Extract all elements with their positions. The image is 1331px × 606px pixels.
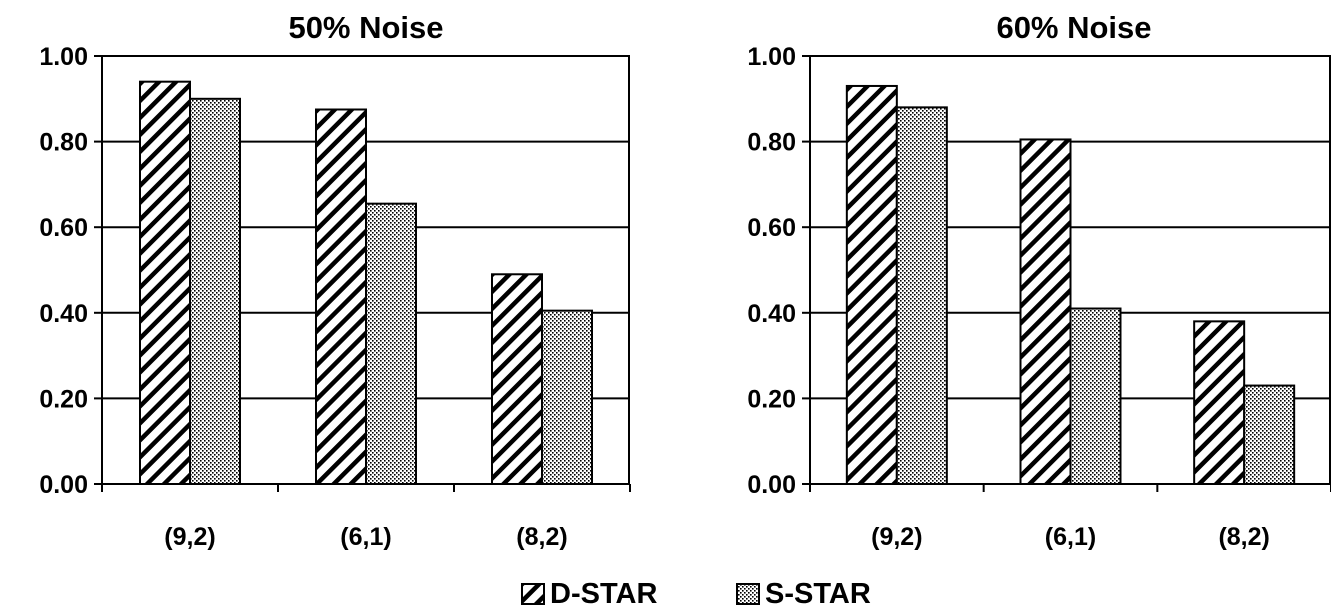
x-tick-label: (9,2) [871, 523, 922, 551]
x-tick-labels: (9,2) (6,1) (8,2) [164, 523, 567, 551]
bar-s-star [895, 106, 948, 486]
axes [94, 55, 631, 492]
y-tick-labels: 0.00 0.20 0.40 0.60 0.80 1.00 [747, 43, 796, 499]
bar-d-star [315, 108, 367, 485]
x-tick-label: (6,1) [340, 523, 391, 551]
axes [802, 55, 1331, 492]
bar-s-star [1243, 384, 1296, 485]
bar-d-star [845, 84, 898, 486]
chart-title: 50% Noise [288, 10, 443, 45]
bar-s-star [189, 97, 241, 486]
bar-d-star [1193, 320, 1246, 485]
y-tick-label: 0.80 [39, 129, 88, 157]
y-tick-label: 0.60 [39, 214, 88, 242]
y-tick-label: 0.40 [39, 300, 88, 328]
y-tick-label: 1.00 [39, 43, 88, 71]
x-tick-label: (9,2) [164, 523, 215, 551]
legend-label-s-star: S-STAR [765, 578, 871, 606]
y-tick-label: 0.00 [39, 471, 88, 499]
legend-swatch-s-star [736, 583, 760, 605]
x-tick-label: (6,1) [1045, 523, 1096, 551]
y-tick-label: 0.80 [747, 129, 796, 157]
bar-d-star [139, 80, 191, 486]
bar-s-star [365, 202, 417, 485]
bar-s-star [541, 309, 593, 485]
y-tick-label: 0.20 [747, 385, 796, 413]
chart-60-noise: 60% Noise 0.00 0.20 0.40 0.60 0.80 1.00 (9,2)… [747, 10, 1331, 551]
legend-item-s-star: S-STAR [736, 578, 871, 606]
bar-d-star [1019, 138, 1072, 486]
bar-s-star [1069, 307, 1122, 485]
legend-label-d-star: D-STAR [550, 578, 657, 606]
x-tick-label: (8,2) [1218, 523, 1269, 551]
bars [845, 84, 1296, 486]
legend-swatch-d-star [521, 583, 545, 605]
legend: D-STAR S-STAR [521, 578, 871, 606]
y-tick-label: 0.00 [747, 471, 796, 499]
y-tick-label: 0.40 [747, 300, 796, 328]
x-tick-label: (8,2) [516, 523, 567, 551]
y-tick-label: 1.00 [747, 43, 796, 71]
chart-title: 60% Noise [996, 10, 1151, 45]
bar-d-star [491, 273, 543, 485]
y-tick-labels: 0.00 0.20 0.40 0.60 0.80 1.00 [39, 43, 88, 499]
y-tick-label: 0.20 [39, 385, 88, 413]
bars [139, 80, 593, 486]
chart-50-noise: 50% Noise 0.00 0.20 0.40 0.60 0.80 1.00 (9,2)… [39, 10, 631, 551]
x-tick-labels: (9,2) (6,1) (8,2) [871, 523, 1270, 551]
y-tick-label: 0.60 [747, 214, 796, 242]
legend-item-d-star: D-STAR [521, 578, 657, 606]
